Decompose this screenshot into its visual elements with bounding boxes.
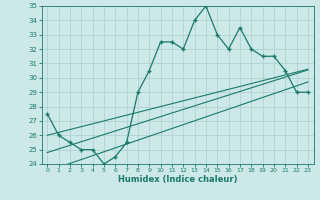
X-axis label: Humidex (Indice chaleur): Humidex (Indice chaleur) (118, 175, 237, 184)
